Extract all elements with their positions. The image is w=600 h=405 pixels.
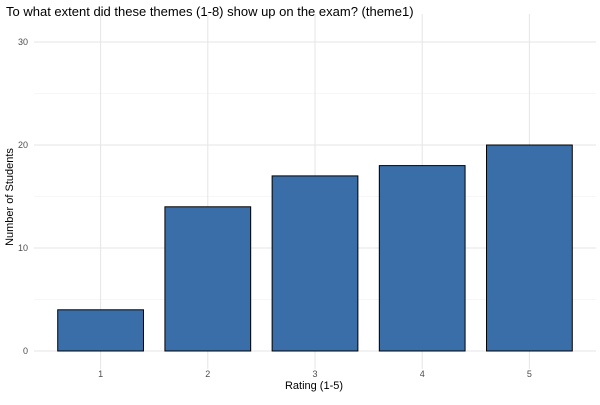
x-tick-label: 5 <box>527 369 532 379</box>
bar <box>164 206 252 352</box>
x-tick-label: 4 <box>420 369 425 379</box>
y-tick-label: 10 <box>18 243 28 253</box>
y-tick-label: 0 <box>23 346 28 356</box>
bar <box>378 165 466 352</box>
y-axis-label: Number of Students <box>4 148 16 246</box>
y-tick-label: 20 <box>18 140 28 150</box>
chart-title: To what extent did these themes (1-8) sh… <box>6 4 414 19</box>
bar <box>57 309 144 352</box>
bar <box>486 144 573 352</box>
bar <box>271 175 359 352</box>
x-tick-label: 3 <box>312 369 317 379</box>
x-tick-label: 2 <box>205 369 210 379</box>
bars-layer <box>57 144 573 352</box>
x-tick-label: 1 <box>98 369 103 379</box>
y-tick-label: 30 <box>18 37 28 47</box>
x-axis-label: Rating (1-5) <box>285 380 343 392</box>
ticks-layer: 0 10 20 30 1 2 3 4 5 <box>18 37 532 379</box>
